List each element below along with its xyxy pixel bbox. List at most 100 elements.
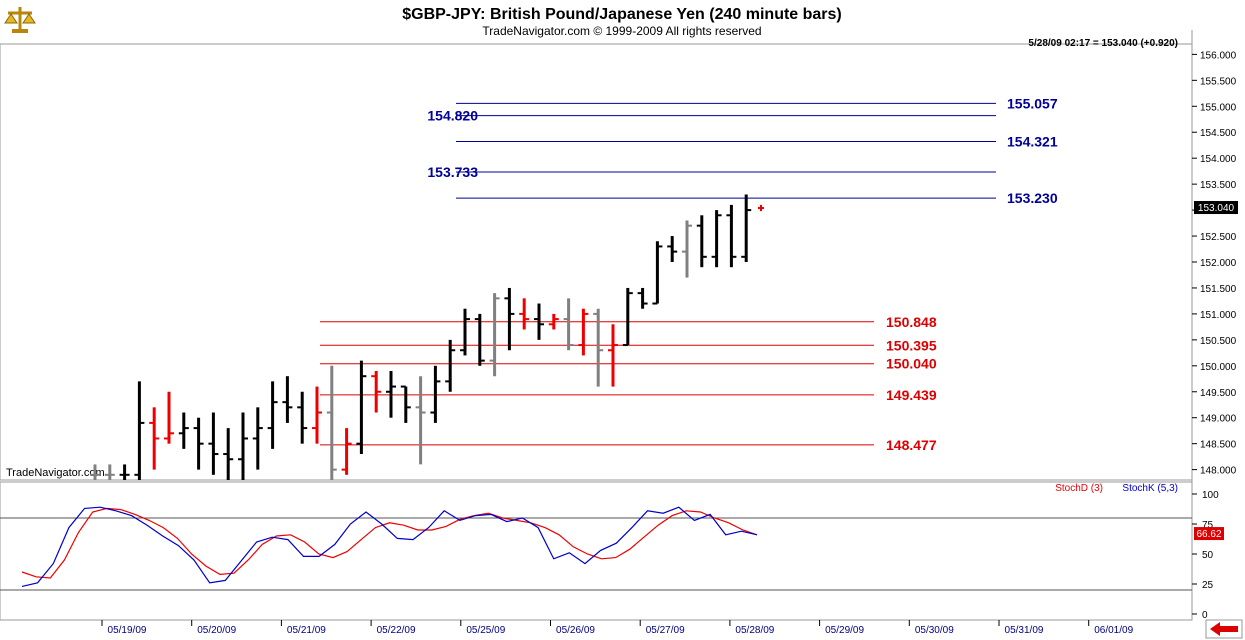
price-tick-label: 150.000 [1200,362,1237,373]
stochastic-lines [0,506,1192,591]
stoch-tick-label: 25 [1202,580,1214,591]
ohlc-bar [758,204,764,212]
ohlc-bar [149,407,160,470]
price-tick-label: 152.000 [1200,258,1237,269]
ohlc-bar [548,313,559,330]
date-tick-label: 05/25/09 [466,625,505,636]
price-tick-label: 148.000 [1200,466,1237,477]
price-tick-label: 156.000 [1200,50,1237,61]
ohlc-bar [711,210,722,268]
ohlc-bar [297,391,308,444]
resistance-label: 153.230 [1007,190,1058,206]
stoch-tick-label: 100 [1202,490,1219,501]
header: $GBP-JPY: British Pound/Japanese Yen (24… [4,4,842,38]
ohlc-bar [312,386,322,444]
price-tick-label: 149.000 [1200,414,1237,425]
ohlc-bar [208,412,219,475]
resistance-label: 154.321 [1007,134,1058,150]
watermark: TradeNavigator.com [6,467,105,479]
price-tick-label: 155.000 [1200,102,1237,113]
price-tick-label: 154.500 [1200,128,1237,139]
support-label: 149.439 [886,387,937,403]
ohlc-bar [400,385,411,423]
ohlc-bar [267,381,278,449]
ohlc-bar [474,313,485,366]
scales-logo-icon[interactable] [4,4,36,34]
ohlc-bar [238,412,248,480]
ohlc-bar [608,324,618,387]
date-axis: 05/19/09 05/20/09 05/21/09 05/22/09 05/25/09… [0,619,1192,636]
ohlc-bar [637,287,648,309]
ohlc-bar [252,407,263,470]
date-tick-label: 05/27/09 [646,625,685,636]
ohlc-bar [386,371,396,418]
ohlc-bar [282,376,293,423]
stoch-d-legend: StochD (3) [1055,483,1103,494]
date-tick-label: 05/28/09 [735,625,774,636]
ohlc-bar [341,428,352,475]
chart-title: $GBP-JPY: British Pound/Japanese Yen (24… [402,6,842,23]
stoch-tick-label: 0 [1202,610,1208,621]
date-tick-label: 05/31/09 [1005,625,1044,636]
ohlc-bar [430,365,441,423]
price-pane: 5/28/09 02:17 = 153.040 (+0.920) TradeNa… [0,38,1193,481]
ohlc-bar [726,204,737,268]
resistance-label: 154.820 [427,108,478,124]
stoch-d-line [21,507,758,579]
ohlc-bar [164,391,174,444]
price-tick-label: 151.500 [1200,284,1237,295]
date-tick-label: 05/30/09 [915,625,954,636]
stoch-last-badge: 66.62 [1194,527,1224,541]
stoch-k-legend: StochK (5,3) [1122,483,1178,494]
ohlc-bar [578,308,589,356]
date-tick-label: 05/26/09 [556,625,595,636]
price-tick-label: 150.500 [1200,336,1237,347]
ohlc-bar [519,298,530,330]
ohlc-bar [371,371,382,413]
support-label: 150.040 [886,356,937,372]
ohlc-bar [682,220,692,278]
last-price-badge: 153.040 [1194,201,1238,215]
stoch-k-line [21,506,758,587]
price-tick-label: 155.500 [1200,76,1237,87]
date-tick-label: 05/21/09 [287,625,326,636]
date-tick-label: 05/19/09 [108,625,147,636]
red-arrow-left-icon[interactable] [1205,619,1243,639]
support-label: 148.477 [886,437,937,453]
ohlc-bar [504,287,515,351]
ohlc-bar [622,287,633,347]
ohlc-bar [90,464,100,480]
ohlc-bar [593,308,604,387]
ohlc-bar [534,303,544,340]
price-pane-frame [0,43,1193,481]
ohlc-bar [696,215,707,268]
stoch-tick-label: 50 [1202,550,1214,561]
price-axis: 148.000 148.500 149.000 149.500 150.000 150.5… [1191,30,1237,620]
ohlc-bar [104,464,115,480]
last-price-label: 153.040 [1198,203,1235,214]
support-label: 150.848 [886,314,937,330]
support-label: 150.395 [886,337,937,353]
ohlc-bar [460,308,470,356]
price-tick-label: 148.500 [1200,440,1237,451]
ohlc-bar [193,417,204,470]
ohlc-bar [223,428,234,480]
ohlc-bar [119,464,130,480]
copyright-text: TradeNavigator.com © 1999-2009 All right… [482,24,761,38]
ohlc-bar [489,293,500,377]
ohlc-bar [326,365,337,480]
price-tick-label: 153.500 [1200,180,1237,191]
date-tick-label: 05/22/09 [377,625,416,636]
ohlc-bars [90,194,764,480]
date-tick-label: 06/01/09 [1094,625,1133,636]
price-tick-label: 154.000 [1200,154,1237,165]
date-tick-label: 05/29/09 [825,625,864,636]
resistance-label: 153.733 [427,164,478,180]
price-tick-label: 149.500 [1200,388,1237,399]
ohlc-bar [178,412,189,449]
stoch-tick-label: 75 [1202,520,1214,531]
stoch-last-label: 66.62 [1196,529,1221,540]
price-tick-label: 152.500 [1200,232,1237,243]
ohlc-bar [667,236,678,262]
